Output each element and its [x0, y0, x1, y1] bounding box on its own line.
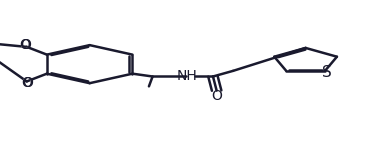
Text: O: O — [211, 89, 222, 103]
Text: O: O — [19, 38, 30, 52]
Text: S: S — [322, 65, 332, 80]
Text: O: O — [19, 38, 30, 52]
Text: O: O — [21, 76, 32, 90]
Text: NH: NH — [177, 69, 198, 83]
Text: O: O — [22, 76, 33, 90]
Text: O: O — [21, 76, 32, 90]
Text: O: O — [20, 38, 31, 52]
